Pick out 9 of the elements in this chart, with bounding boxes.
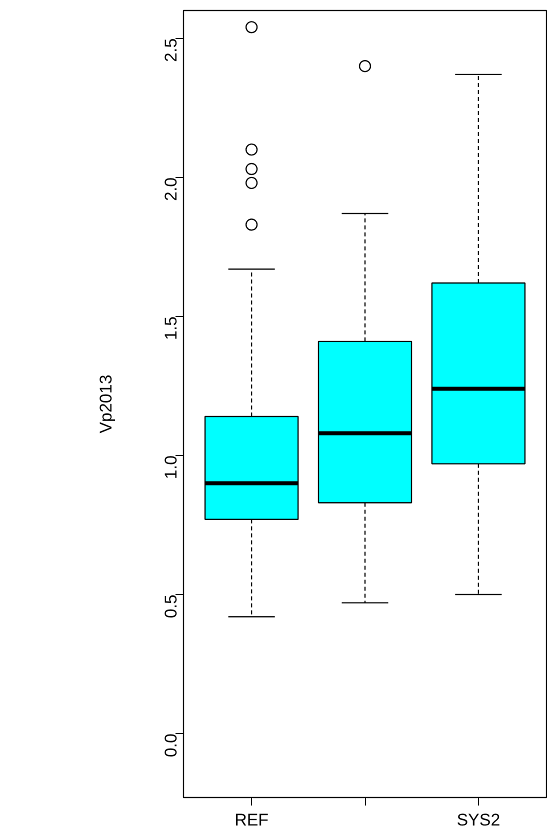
y-tick-label: 2.5 — [162, 38, 180, 62]
x-tick-label: REF — [234, 810, 269, 830]
y-tick-label: 1.5 — [162, 316, 180, 340]
y-axis-title: Vp2013 — [96, 374, 116, 434]
x-tick-label: SYS2 — [456, 810, 500, 830]
y-tick-label: 1.0 — [162, 455, 180, 480]
y-tick-label: 0.0 — [162, 734, 180, 758]
y-tick-label: 0.5 — [162, 594, 180, 618]
y-tick-label: 2.0 — [162, 177, 180, 201]
